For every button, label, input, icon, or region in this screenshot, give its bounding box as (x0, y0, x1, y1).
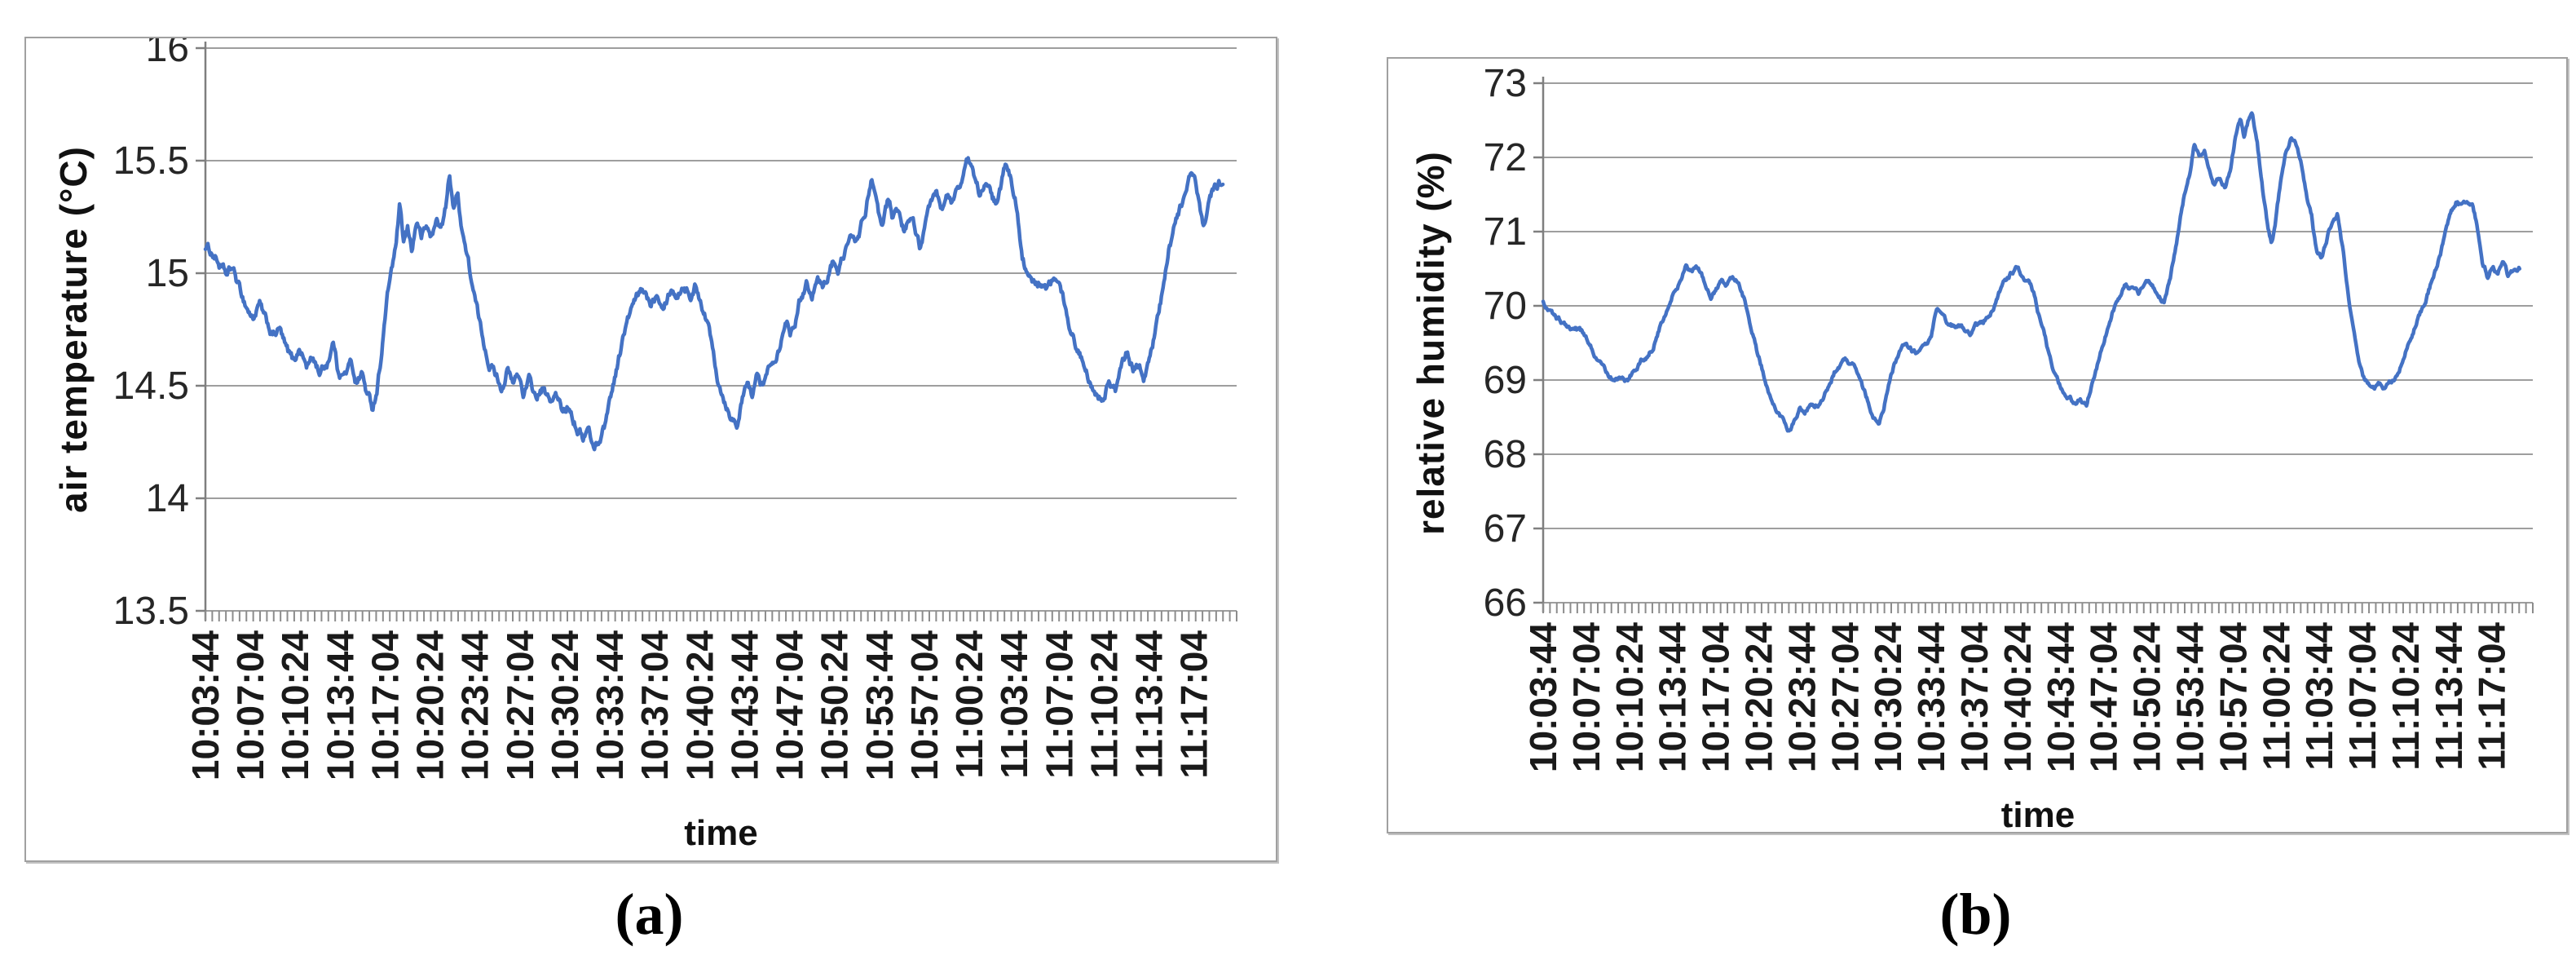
x-tick-label: 11:10:24 (2384, 622, 2427, 771)
y-tick-label: 15 (146, 252, 189, 295)
x-tick-label: 10:50:24 (2126, 622, 2168, 773)
series-line-relative-humidity (1541, 111, 2522, 433)
x-tick-label: 10:20:24 (1737, 622, 1780, 773)
x-tick-label: 10:57:04 (2212, 622, 2254, 773)
x-tick-label: 10:10:24 (1608, 622, 1651, 773)
x-tick-label: 10:03:44 (1522, 622, 1564, 773)
x-tick-label: 10:07:04 (1565, 622, 1608, 773)
x-tick-label: 11:17:04 (1173, 630, 1215, 779)
series-line-air-temperature (203, 156, 1225, 452)
x-tick-label: 11:13:44 (2428, 622, 2470, 771)
y-tick-label: 14.5 (113, 365, 189, 408)
x-tick-label: 10:23:44 (454, 630, 496, 781)
x-tick-label: 10:37:04 (1953, 622, 1996, 773)
y-tick-label: 16 (146, 38, 189, 70)
y-tick-label: 15.5 (113, 139, 189, 183)
x-tick-label: 10:23:44 (1780, 622, 1823, 773)
chart-a-canvas: 16 15.5 15 14.5 14 13.510:03:44 10:07:04 10:10:… (113, 38, 1237, 781)
x-tick-label: 10:13:44 (1652, 622, 1694, 773)
subfigure-caption-a: (a) (615, 882, 684, 947)
x-tick-label: 10:07:04 (229, 630, 271, 781)
chart-panel-a: 16 15.5 15 14.5 14 13.5 10:03:44 10:07:04 10:10:… (24, 37, 1277, 862)
x-tick-label: 10:27:04 (1824, 622, 1866, 773)
x-tick-label: 10:33:44 (1910, 622, 1952, 773)
x-tick-label: 10:17:04 (1695, 622, 1737, 773)
y-tick-label: 14 (146, 477, 189, 520)
x-tick-label: 10:53:44 (858, 630, 901, 781)
x-tick-label: 10:33:44 (589, 630, 631, 781)
x-tick-label: 10:43:44 (723, 630, 765, 781)
y-tick-label: 72 (1484, 136, 1527, 179)
x-axis-title-time-a: time (684, 813, 758, 853)
y-tick-label: 73 (1484, 62, 1527, 105)
x-tick-label: 10:40:24 (678, 630, 721, 781)
x-tick-label: 11:17:04 (2471, 622, 2513, 771)
x-tick-label: 11:03:44 (993, 630, 1035, 779)
x-tick-label: 10:20:24 (409, 630, 452, 781)
y-tick-label: 67 (1484, 507, 1527, 550)
y-tick-label: 68 (1484, 433, 1527, 476)
x-tick-label: 11:00:24 (2255, 622, 2297, 771)
y-tick-label: 71 (1484, 210, 1527, 254)
x-tick-label: 10:17:04 (364, 630, 406, 781)
x-tick-label: 10:47:04 (769, 630, 811, 781)
x-tick-label: 11:07:04 (2341, 622, 2384, 771)
x-tick-label: 11:07:04 (1038, 630, 1080, 779)
x-tick-label: 10:30:24 (544, 630, 586, 781)
x-tick-label: 11:13:44 (1128, 630, 1171, 779)
x-tick-label: 11:10:24 (1083, 630, 1125, 779)
subfigure-caption-b: (b) (1939, 882, 2012, 947)
x-tick-label: 10:57:04 (903, 630, 946, 781)
y-axis-title-temperature: air temperature (°C) (52, 146, 95, 513)
x-tick-label: 10:13:44 (319, 630, 361, 781)
y-tick-label: 70 (1484, 285, 1527, 328)
x-tick-label: 10:10:24 (274, 630, 316, 781)
x-tick-label: 10:50:24 (814, 630, 856, 781)
x-tick-label: 10:53:44 (2168, 622, 2211, 773)
x-tick-label: 10:30:24 (1867, 622, 1909, 773)
y-axis-title-humidity: relative humidity (%) (1409, 151, 1452, 535)
x-tick-label: 10:47:04 (2083, 622, 2125, 773)
x-tick-label: 10:03:44 (184, 630, 227, 781)
x-tick-label: 10:27:04 (499, 630, 541, 781)
x-tick-label: 10:37:04 (633, 630, 676, 781)
x-tick-label: 10:43:44 (2040, 622, 2082, 773)
x-tick-label: 11:03:44 (2298, 622, 2340, 771)
x-axis-title-time-b: time (2000, 795, 2075, 835)
y-tick-label: 69 (1484, 359, 1527, 402)
chart-panel-b: 73 72 71 70 69 68 67 66 10:03:44 10:07:04 10:10:24… (1387, 57, 2568, 835)
y-tick-label: 66 (1484, 581, 1527, 625)
x-tick-label: 11:00:24 (948, 630, 990, 779)
x-tick-label: 10:40:24 (1996, 622, 2039, 773)
y-tick-label: 13.5 (113, 590, 189, 633)
